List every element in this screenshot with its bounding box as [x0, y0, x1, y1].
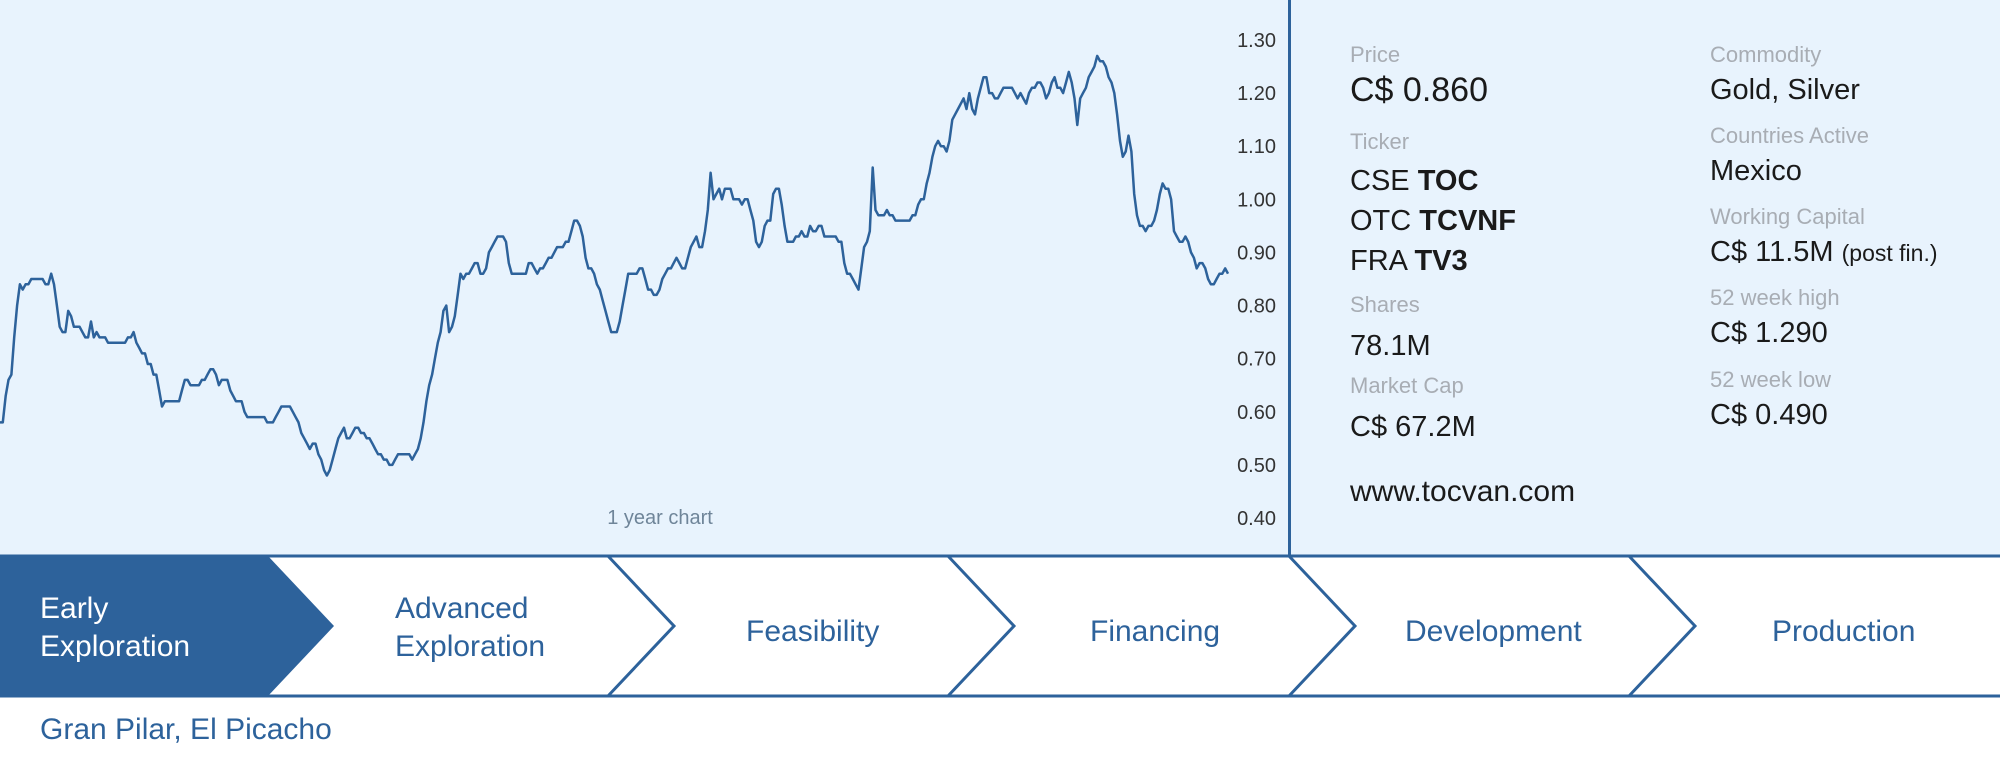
price-line-series [0, 54, 1230, 477]
stage-label-line: Exploration [395, 630, 546, 663]
low-block: 52 week low C$ 0.490 [1710, 367, 1831, 433]
price-value: C$ 0.860 [1350, 71, 1488, 109]
ticker-exchange: CSE [1350, 165, 1410, 197]
chart-caption: 1 year chart [607, 507, 713, 529]
stage-financing: Financing [1090, 613, 1220, 651]
stage-label-line: Production [1772, 615, 1916, 648]
stage-chevron-divider [946, 554, 1017, 698]
low-value: C$ 0.490 [1710, 399, 1828, 431]
y-tick-label: 1.20 [1237, 83, 1276, 105]
working-capital-block: Working Capital C$ 11.5M (post fin.) [1710, 204, 1938, 271]
y-tick-label: 1.30 [1237, 30, 1276, 52]
commodity-value: Gold, Silver [1710, 74, 1860, 106]
working-capital-label: Working Capital [1710, 204, 1865, 229]
working-capital-value-line: C$ 11.5M (post fin.) [1710, 234, 1938, 271]
commodity-block: Commodity Gold, Silver [1710, 42, 1860, 108]
stage-development: Development [1405, 613, 1582, 651]
panel-divider [1288, 0, 1291, 556]
countries-value: Mexico [1710, 155, 1802, 187]
ticker-otc: OTC TCVNF [1350, 201, 1516, 241]
stage-chevron-divider [606, 554, 677, 698]
countries-label: Countries Active [1710, 123, 1869, 148]
y-tick-label: 0.40 [1237, 508, 1276, 530]
stage-advanced-exploration: Advanced Exploration [395, 590, 545, 666]
stage-label-line: Early [40, 592, 109, 625]
high-value: C$ 1.290 [1710, 317, 1828, 349]
y-tick-label: 0.80 [1237, 296, 1276, 318]
project-names: Gran Pilar, El Picacho [40, 713, 332, 746]
ticker-symbol: TV3 [1414, 245, 1468, 277]
stage-label-line: Advanced [395, 592, 529, 625]
working-capital-value: C$ 11.5M [1710, 236, 1834, 268]
stage-active-chevron [0, 556, 334, 696]
ticker-exchange: OTC [1350, 205, 1412, 237]
shares-value: 78.1M [1350, 330, 1431, 362]
ticker-cse: CSE TOC [1350, 161, 1516, 201]
shares-label: Shares [1350, 292, 1420, 317]
commodity-label: Commodity [1710, 42, 1822, 67]
ticker-label: Ticker [1350, 129, 1410, 154]
market-cap-label: Market Cap [1350, 373, 1464, 398]
y-tick-label: 0.70 [1237, 349, 1276, 371]
ticker-symbol: TCVNF [1419, 205, 1516, 237]
price-chart: 1.30 1.20 1.10 1.00 0.90 0.80 0.70 0.60 0.50 0.40… [0, 30, 1276, 530]
price-line [0, 54, 1230, 477]
stage-early-exploration: Early Exploration [40, 590, 190, 666]
y-tick-label: 0.60 [1237, 402, 1276, 424]
ticker-block: Ticker CSE TOC OTC TCVNF FRA TV3 [1350, 129, 1516, 281]
countries-block: Countries Active Mexico [1710, 123, 1869, 189]
ticker-fra: FRA TV3 [1350, 241, 1516, 281]
development-pipeline [0, 554, 2000, 698]
stage-label-line: Exploration [40, 630, 191, 663]
website-link[interactable]: www.tocvan.com [1350, 475, 1576, 508]
high-block: 52 week high C$ 1.290 [1710, 285, 1840, 351]
stage-label-line: Financing [1090, 615, 1221, 648]
y-tick-label: 0.50 [1237, 455, 1276, 477]
stage-feasibility: Feasibility [746, 613, 879, 651]
price-label: Price [1350, 42, 1401, 67]
stage-chevron-divider [1627, 554, 1698, 698]
y-tick-label: 0.90 [1237, 242, 1276, 264]
ticker-exchange: FRA [1350, 245, 1407, 277]
shares-block: Shares 78.1M [1350, 292, 1431, 364]
market-cap-value: C$ 67.2M [1350, 411, 1476, 443]
stage-label-line: Development [1405, 615, 1582, 648]
ticker-symbol: TOC [1417, 165, 1479, 197]
y-tick-label: 1.00 [1237, 189, 1276, 211]
stage-chevron-divider [1287, 554, 1358, 698]
stage-production: Production [1772, 613, 1915, 651]
stage-label-line: Feasibility [746, 615, 880, 648]
low-label: 52 week low [1710, 367, 1832, 392]
market-cap-block: Market Cap C$ 67.2M [1350, 373, 1476, 445]
working-capital-note: (post fin.) [1841, 240, 1938, 266]
high-label: 52 week high [1710, 285, 1840, 310]
price-block: Price C$ 0.860 [1350, 42, 1488, 110]
y-axis-ticks: 1.30 1.20 1.10 1.00 0.90 0.80 0.70 0.60 0.50 0.40 [1237, 30, 1276, 530]
y-tick-label: 1.10 [1237, 136, 1276, 158]
